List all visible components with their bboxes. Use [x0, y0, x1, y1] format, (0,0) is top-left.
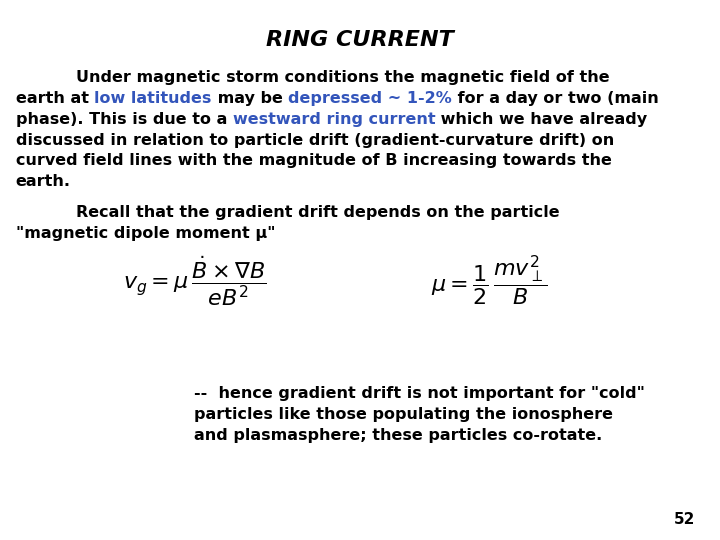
Text: westward ring current: westward ring current [233, 112, 436, 127]
Text: RING CURRENT: RING CURRENT [266, 30, 454, 50]
Text: curved field lines with the magnitude of B increasing towards the: curved field lines with the magnitude of… [16, 153, 612, 168]
Text: Under magnetic storm conditions the magnetic field of the: Under magnetic storm conditions the magn… [76, 70, 609, 85]
Text: discussed in relation to particle drift (gradient-curvature drift) on: discussed in relation to particle drift … [16, 132, 614, 147]
Text: --  hence gradient drift is not important for "cold": -- hence gradient drift is not important… [194, 386, 645, 401]
Text: "magnetic dipole moment μ": "magnetic dipole moment μ" [16, 226, 275, 241]
Text: $\mu = \dfrac{1}{2}\,\dfrac{mv_{\perp}^2}{B}$: $\mu = \dfrac{1}{2}\,\dfrac{mv_{\perp}^2… [431, 254, 548, 308]
Text: low latitudes: low latitudes [94, 91, 212, 106]
Text: phase). This is due to a: phase). This is due to a [16, 112, 233, 127]
Text: 52: 52 [673, 511, 695, 526]
Text: and plasmasphere; these particles co-rotate.: and plasmasphere; these particles co-rot… [194, 428, 603, 443]
Text: which we have already: which we have already [436, 112, 647, 127]
Text: depressed ~ 1-2%: depressed ~ 1-2% [288, 91, 452, 106]
Text: may be: may be [212, 91, 288, 106]
Text: $v_g = \mu\,\dfrac{\dot{B}\times\nabla B}{eB^2}$: $v_g = \mu\,\dfrac{\dot{B}\times\nabla B… [122, 254, 266, 308]
Text: particles like those populating the ionosphere: particles like those populating the iono… [194, 407, 613, 422]
Text: earth at: earth at [16, 91, 94, 106]
Text: Recall that the gradient drift depends on the particle: Recall that the gradient drift depends o… [76, 205, 559, 220]
Text: for a day or two (main: for a day or two (main [452, 91, 659, 106]
Text: earth.: earth. [16, 174, 71, 189]
